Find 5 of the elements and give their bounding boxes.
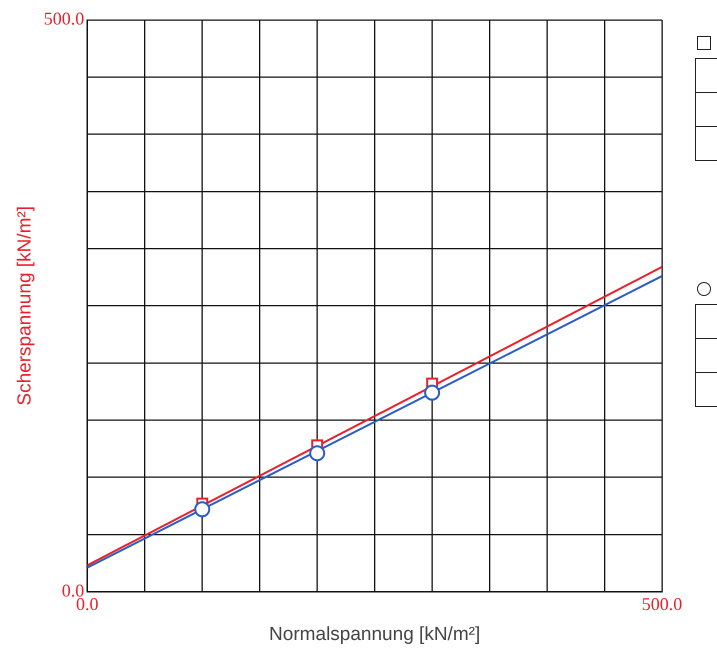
point (309, 445, 326, 462)
point (424, 384, 440, 401)
y-axis-title: Scherspannung [kN/m²] (14, 206, 36, 406)
point (194, 501, 210, 518)
x-axis-title: Normalspannung [kN/m²] (269, 624, 480, 645)
